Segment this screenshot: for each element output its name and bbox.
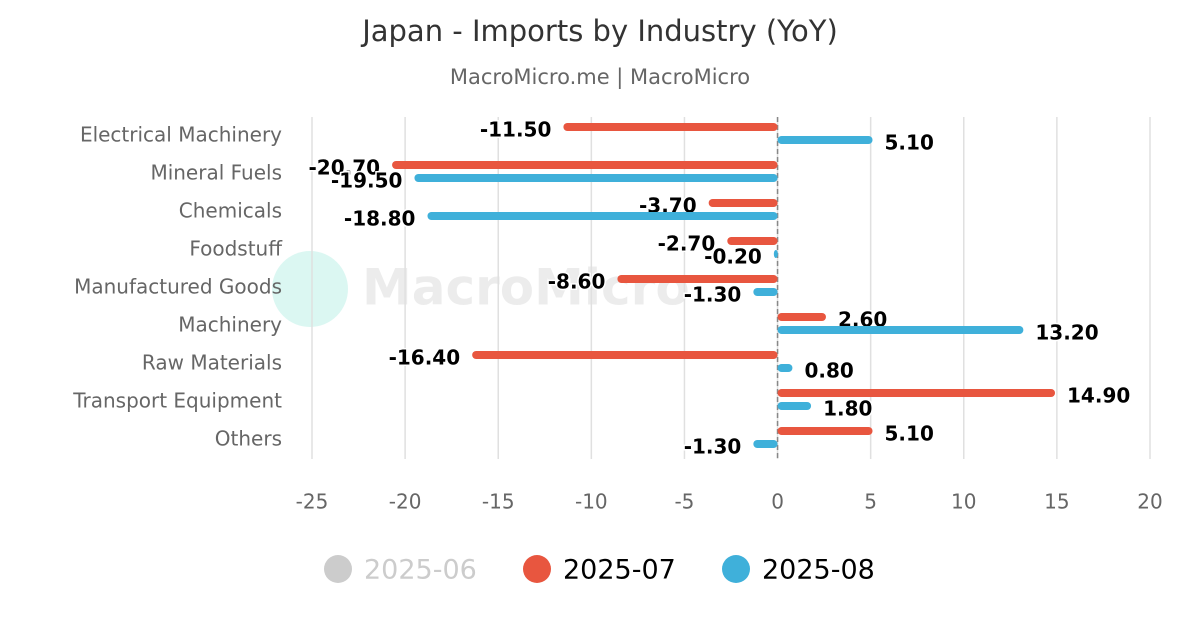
bar (617, 275, 778, 283)
data-label: -11.50 (480, 118, 552, 142)
y-tick-label: Chemicals (179, 199, 282, 223)
y-tick-label: Manufactured Goods (74, 275, 282, 299)
bar (414, 174, 778, 182)
x-tick-label: -20 (389, 490, 422, 514)
x-tick-label: -10 (575, 490, 608, 514)
x-tick-label: -5 (674, 490, 694, 514)
chart-title: Japan - Imports by Industry (YoY) (360, 14, 838, 48)
y-tick-label: Machinery (178, 313, 282, 337)
data-label: 0.80 (804, 359, 853, 383)
x-tick-label: 0 (771, 490, 784, 514)
data-label: 5.10 (885, 422, 934, 446)
bar (708, 199, 778, 207)
legend-marker[interactable] (722, 555, 750, 583)
data-label: -20.70 (309, 156, 381, 180)
bar (777, 136, 873, 144)
bar (777, 389, 1056, 397)
y-tick-label: Raw Materials (142, 351, 282, 375)
bar (773, 250, 778, 258)
y-tick-label: Transport Equipment (72, 389, 282, 413)
data-label: 13.20 (1035, 321, 1098, 345)
data-label: 14.90 (1067, 384, 1130, 408)
legend-marker[interactable] (523, 555, 551, 583)
bar (777, 427, 873, 435)
y-tick-label: Foodstuff (189, 237, 283, 261)
x-tick-label: 20 (1137, 490, 1162, 514)
x-tick-label: 5 (864, 490, 877, 514)
bar (563, 123, 778, 131)
data-label: -19.50 (331, 169, 403, 193)
bar (727, 237, 778, 245)
legend-marker[interactable] (324, 555, 352, 583)
data-label: -1.30 (684, 283, 742, 307)
bar (472, 351, 778, 359)
data-label: 1.80 (823, 397, 872, 421)
legend-label[interactable]: 2025-06 (364, 555, 477, 586)
data-label: -1.30 (684, 435, 742, 459)
data-label: -18.80 (344, 207, 416, 231)
x-tick-label: -25 (296, 490, 329, 514)
bar (753, 288, 778, 296)
bar (777, 313, 826, 321)
x-tick-label: -15 (482, 490, 515, 514)
chart-subtitle: MacroMicro.me | MacroMicro (450, 65, 750, 90)
legend-label[interactable]: 2025-07 (563, 555, 676, 586)
y-tick-label: Others (215, 427, 282, 451)
y-tick-label: Electrical Machinery (80, 123, 282, 147)
bar (427, 212, 778, 220)
data-label: 5.10 (885, 131, 934, 155)
bar (777, 364, 793, 372)
legend-label[interactable]: 2025-08 (762, 555, 875, 586)
bar (777, 326, 1024, 334)
data-label: -8.60 (548, 270, 606, 294)
data-label: -0.20 (704, 245, 762, 269)
data-label: -16.40 (389, 346, 461, 370)
x-tick-label: 10 (951, 490, 976, 514)
y-tick-label: Mineral Fuels (150, 161, 282, 185)
bar (392, 161, 778, 169)
bar (777, 402, 812, 410)
x-tick-label: 15 (1044, 490, 1069, 514)
data-label: -2.70 (658, 232, 716, 256)
bar (753, 440, 778, 448)
watermark-logo (272, 251, 348, 327)
watermark: MacroMicro (362, 259, 690, 317)
